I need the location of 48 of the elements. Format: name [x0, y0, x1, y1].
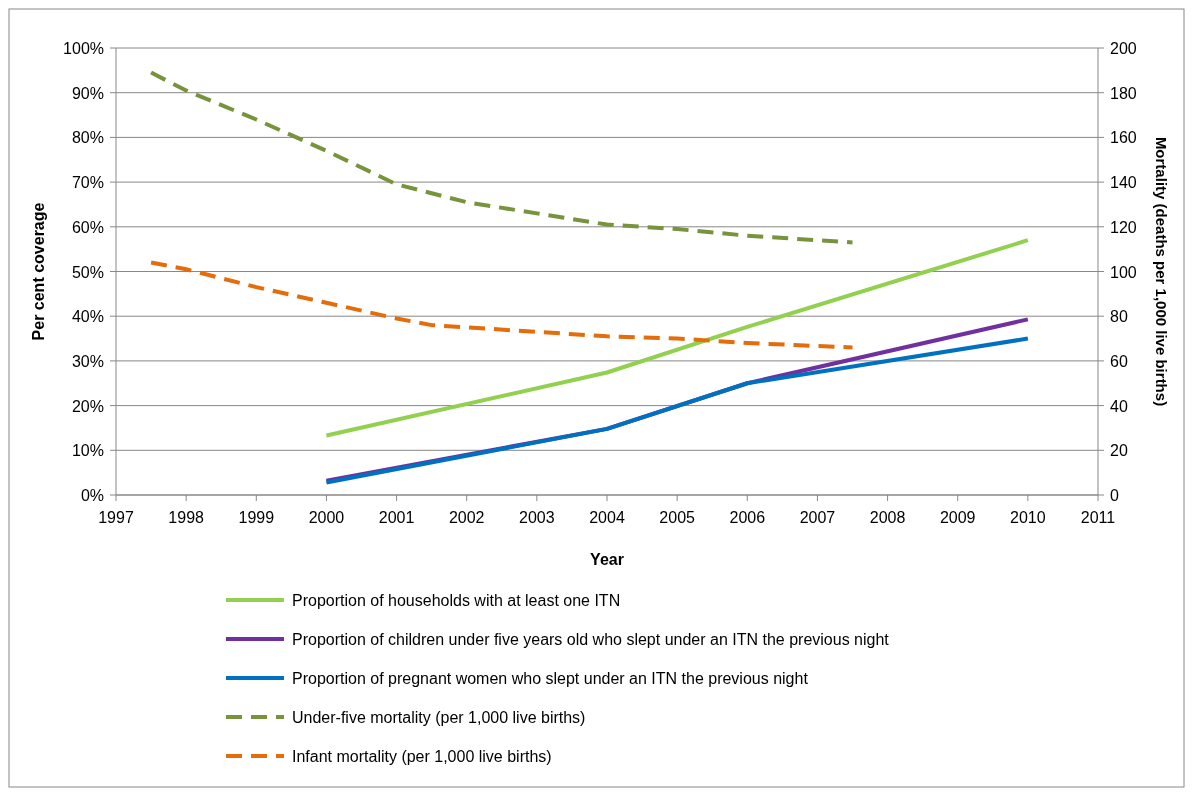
- y2-tick-label: 160: [1110, 129, 1137, 147]
- x-tick-label: 2010: [1010, 509, 1046, 526]
- x-tick-label: 2011: [1080, 509, 1116, 526]
- y2-tick-label: 20: [1110, 442, 1128, 460]
- line-series: [149, 70, 855, 245]
- y2-tick-label: 40: [1110, 397, 1128, 415]
- y2-tick-label: 120: [1110, 218, 1137, 236]
- x-tick-label: 2001: [378, 509, 415, 526]
- legend-label: Proportion of children under five years old who slept under an ITN the previous night: [292, 631, 890, 648]
- y2-tick-label: 100: [1110, 263, 1137, 281]
- y-tick-label: 90%: [71, 84, 104, 102]
- y-tick-label: 0%: [80, 487, 104, 504]
- x-tick-label: 2007: [799, 509, 836, 526]
- line-series: [149, 260, 855, 350]
- y-tick-label: 50%: [71, 263, 104, 281]
- legend-label: Under-five mortality (per 1,000 live births): [292, 709, 586, 726]
- x-tick-label: 2006: [729, 509, 766, 526]
- x-tick-label: 2002: [448, 509, 485, 526]
- y2-axis-title: Mortality (deaths per 1,000 live births): [1153, 136, 1170, 407]
- y-tick-label: 10%: [71, 442, 104, 460]
- y-tick-label: 60%: [71, 218, 104, 236]
- x-axis-title: Year: [590, 551, 624, 568]
- y2-tick-label: 80: [1110, 308, 1128, 326]
- y2-tick-label: 140: [1110, 174, 1137, 192]
- x-tick-label: 1998: [168, 509, 205, 526]
- y2-tick-label: 60: [1110, 352, 1128, 370]
- y-tick-label: 100%: [63, 40, 104, 57]
- y-tick-label: 30%: [71, 352, 104, 370]
- line-series: [324, 238, 1030, 438]
- y-tick-label: 80%: [71, 129, 104, 147]
- y2-tick-label: 0: [1110, 487, 1119, 504]
- y-axis-title: Per cent coverage: [30, 202, 47, 341]
- x-tick-label: 2000: [308, 509, 345, 526]
- y-tick-label: 70%: [71, 174, 104, 192]
- x-tick-label: 1997: [98, 509, 134, 526]
- y-tick-label: 40%: [71, 308, 104, 326]
- x-tick-label: 1999: [238, 509, 275, 526]
- y2-tick-label: 180: [1110, 84, 1137, 102]
- legend-label: Proportion of pregnant women who slept under an ITN the previous night: [292, 670, 809, 687]
- y-tick-label: 20%: [71, 397, 104, 415]
- x-tick-label: 2003: [519, 509, 555, 526]
- legend-label: Proportion of households with at least one ITN: [292, 592, 621, 609]
- x-tick-label: 2005: [659, 509, 696, 526]
- x-tick-label: 2009: [939, 509, 976, 526]
- y2-tick-label: 200: [1110, 40, 1137, 57]
- x-tick-label: 2008: [869, 509, 906, 526]
- x-tick-label: 2004: [589, 509, 625, 526]
- legend-label: Infant mortality (per 1,000 live births): [292, 748, 552, 765]
